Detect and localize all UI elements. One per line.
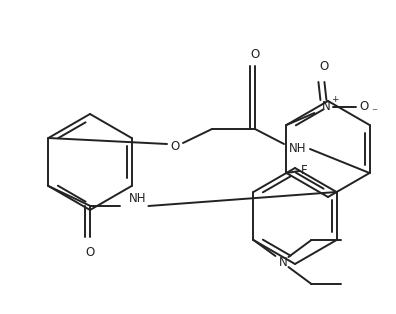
- Text: NH: NH: [129, 192, 146, 204]
- Text: N: N: [279, 256, 288, 268]
- Text: O: O: [170, 139, 180, 153]
- Text: +: +: [331, 95, 338, 104]
- Text: O: O: [320, 61, 329, 73]
- Text: F: F: [301, 165, 308, 177]
- Text: O: O: [250, 47, 260, 61]
- Text: O: O: [86, 246, 95, 258]
- Text: O: O: [360, 100, 369, 113]
- Text: N: N: [322, 100, 331, 113]
- Text: NH: NH: [289, 143, 307, 155]
- Text: ⁻: ⁻: [371, 106, 377, 120]
